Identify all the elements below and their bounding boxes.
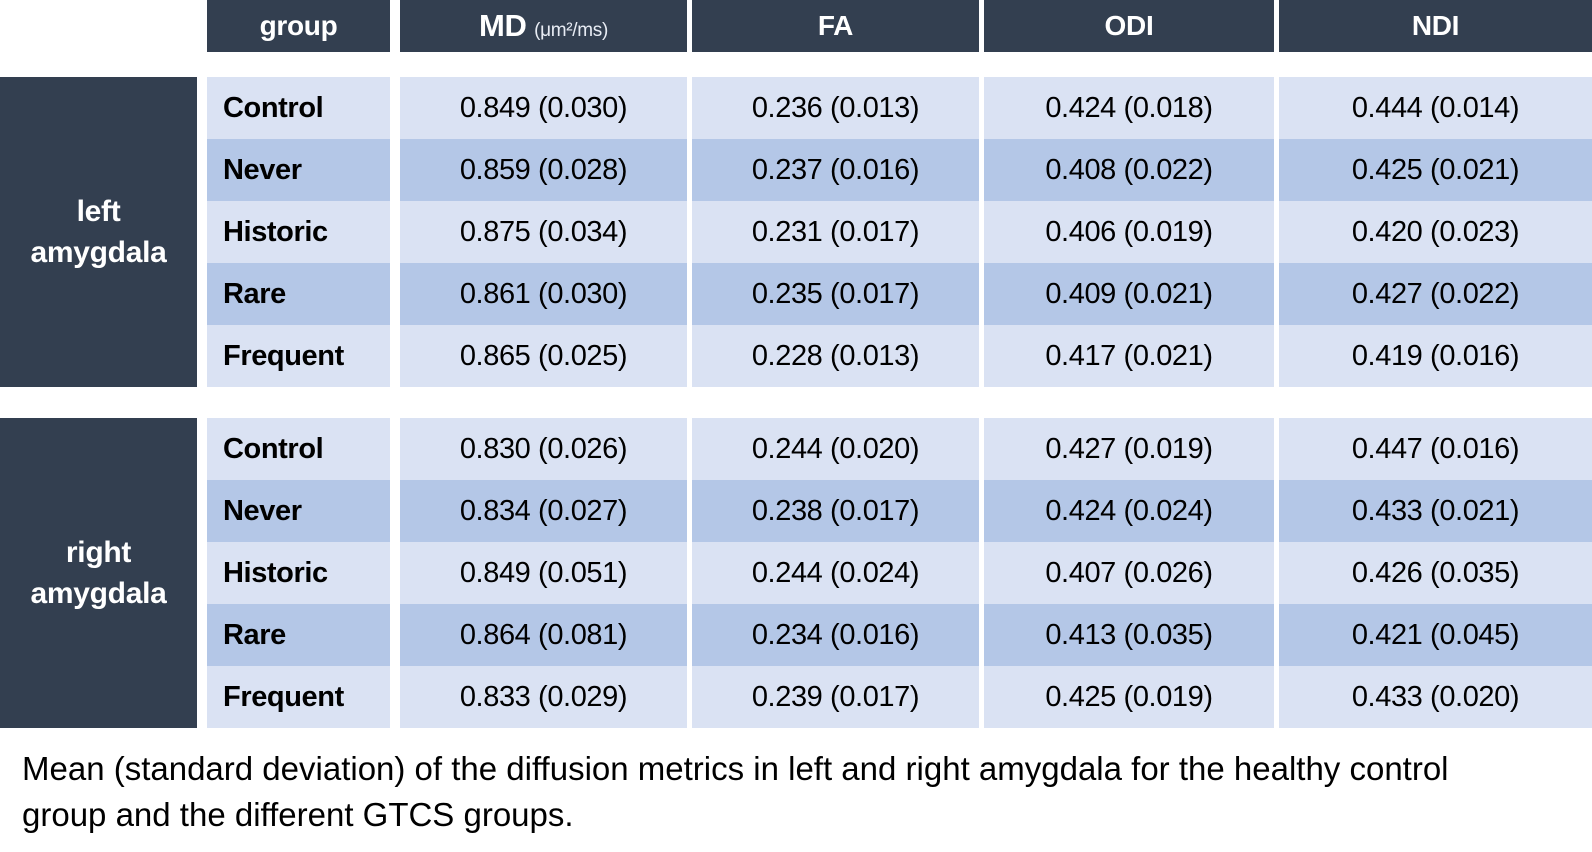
table-header-row: group MD (μm²/ms) FA ODI NDI xyxy=(0,0,1592,52)
column-header-md-unit: (μm²/ms) xyxy=(534,20,609,41)
column-header-odi: ODI xyxy=(984,0,1274,52)
section-left-amygdala: left amygdala Control 0.849 (0.030) 0.23… xyxy=(0,77,1592,387)
group-cell: Never xyxy=(207,480,390,542)
odi-value-cell: 0.424 (0.018) xyxy=(984,77,1274,139)
ndi-value-cell: 0.426 (0.035) xyxy=(1279,542,1592,604)
fa-value-cell: 0.238 (0.017) xyxy=(692,480,979,542)
md-value-cell: 0.865 (0.025) xyxy=(400,325,687,387)
group-cell: Frequent xyxy=(207,666,390,728)
region-label-line: amygdala xyxy=(30,236,167,269)
table-row: Historic 0.849 (0.051) 0.244 (0.024) 0.4… xyxy=(207,542,1592,604)
odi-value-cell: 0.406 (0.019) xyxy=(984,201,1274,263)
section-rows: Control 0.830 (0.026) 0.244 (0.020) 0.42… xyxy=(207,418,1592,728)
column-header-ndi: NDI xyxy=(1279,0,1592,52)
fa-value-cell: 0.228 (0.013) xyxy=(692,325,979,387)
fa-value-cell: 0.237 (0.016) xyxy=(692,139,979,201)
ndi-value-cell: 0.425 (0.021) xyxy=(1279,139,1592,201)
md-value-cell: 0.864 (0.081) xyxy=(400,604,687,666)
column-header-md-label: MD xyxy=(478,8,527,43)
odi-value-cell: 0.425 (0.019) xyxy=(984,666,1274,728)
header-spacer xyxy=(0,0,207,52)
group-cell: Historic xyxy=(207,201,390,263)
group-cell: Control xyxy=(207,77,390,139)
table-caption: Mean (standard deviation) of the diffusi… xyxy=(22,750,1449,833)
column-header-md: MD (μm²/ms) xyxy=(400,0,687,52)
odi-value-cell: 0.409 (0.021) xyxy=(984,263,1274,325)
fa-value-cell: 0.244 (0.020) xyxy=(692,418,979,480)
fa-value-cell: 0.235 (0.017) xyxy=(692,263,979,325)
fa-value-cell: 0.234 (0.016) xyxy=(692,604,979,666)
odi-value-cell: 0.427 (0.019) xyxy=(984,418,1274,480)
odi-value-cell: 0.408 (0.022) xyxy=(984,139,1274,201)
table-row: Control 0.849 (0.030) 0.236 (0.013) 0.42… xyxy=(207,77,1592,139)
md-value-cell: 0.830 (0.026) xyxy=(400,418,687,480)
region-label-line: right xyxy=(65,536,132,569)
odi-value-cell: 0.407 (0.026) xyxy=(984,542,1274,604)
table-row: Historic 0.875 (0.034) 0.231 (0.017) 0.4… xyxy=(207,201,1592,263)
odi-value-cell: 0.424 (0.024) xyxy=(984,480,1274,542)
region-cell-right-amygdala: right amygdala xyxy=(0,418,197,728)
md-value-cell: 0.834 (0.027) xyxy=(400,480,687,542)
table-row: Rare 0.861 (0.030) 0.235 (0.017) 0.409 (… xyxy=(207,263,1592,325)
md-value-cell: 0.849 (0.030) xyxy=(400,77,687,139)
table-row: Control 0.830 (0.026) 0.244 (0.020) 0.42… xyxy=(207,418,1592,480)
table-row: Rare 0.864 (0.081) 0.234 (0.016) 0.413 (… xyxy=(207,604,1592,666)
ndi-value-cell: 0.444 (0.014) xyxy=(1279,77,1592,139)
table-row: Never 0.859 (0.028) 0.237 (0.016) 0.408 … xyxy=(207,139,1592,201)
group-cell: Historic xyxy=(207,542,390,604)
ndi-value-cell: 0.433 (0.021) xyxy=(1279,480,1592,542)
section-divider xyxy=(0,387,1592,418)
fa-value-cell: 0.231 (0.017) xyxy=(692,201,979,263)
fa-value-cell: 0.244 (0.024) xyxy=(692,542,979,604)
fa-value-cell: 0.236 (0.013) xyxy=(692,77,979,139)
md-value-cell: 0.861 (0.030) xyxy=(400,263,687,325)
section-rows: Control 0.849 (0.030) 0.236 (0.013) 0.42… xyxy=(207,77,1592,387)
ndi-value-cell: 0.419 (0.016) xyxy=(1279,325,1592,387)
region-label-line: amygdala xyxy=(30,577,167,610)
column-header-fa: FA xyxy=(692,0,979,52)
region-label-line: left xyxy=(76,195,121,228)
ndi-value-cell: 0.447 (0.016) xyxy=(1279,418,1592,480)
table-row: Frequent 0.865 (0.025) 0.228 (0.013) 0.4… xyxy=(207,325,1592,387)
region-cell-left-amygdala: left amygdala xyxy=(0,77,197,387)
md-value-cell: 0.833 (0.029) xyxy=(400,666,687,728)
group-cell: Frequent xyxy=(207,325,390,387)
column-header-group: group xyxy=(207,0,390,52)
table-row: Never 0.834 (0.027) 0.238 (0.017) 0.424 … xyxy=(207,480,1592,542)
ndi-value-cell: 0.433 (0.020) xyxy=(1279,666,1592,728)
group-cell: Rare xyxy=(207,263,390,325)
section-right-amygdala: right amygdala Control 0.830 (0.026) 0.2… xyxy=(0,418,1592,728)
md-value-cell: 0.859 (0.028) xyxy=(400,139,687,201)
group-cell: Never xyxy=(207,139,390,201)
group-cell: Control xyxy=(207,418,390,480)
fa-value-cell: 0.239 (0.017) xyxy=(692,666,979,728)
odi-value-cell: 0.417 (0.021) xyxy=(984,325,1274,387)
odi-value-cell: 0.413 (0.035) xyxy=(984,604,1274,666)
ndi-value-cell: 0.421 (0.045) xyxy=(1279,604,1592,666)
md-value-cell: 0.875 (0.034) xyxy=(400,201,687,263)
group-cell: Rare xyxy=(207,604,390,666)
md-value-cell: 0.849 (0.051) xyxy=(400,542,687,604)
ndi-value-cell: 0.427 (0.022) xyxy=(1279,263,1592,325)
table-row: Frequent 0.833 (0.029) 0.239 (0.017) 0.4… xyxy=(207,666,1592,728)
ndi-value-cell: 0.420 (0.023) xyxy=(1279,201,1592,263)
